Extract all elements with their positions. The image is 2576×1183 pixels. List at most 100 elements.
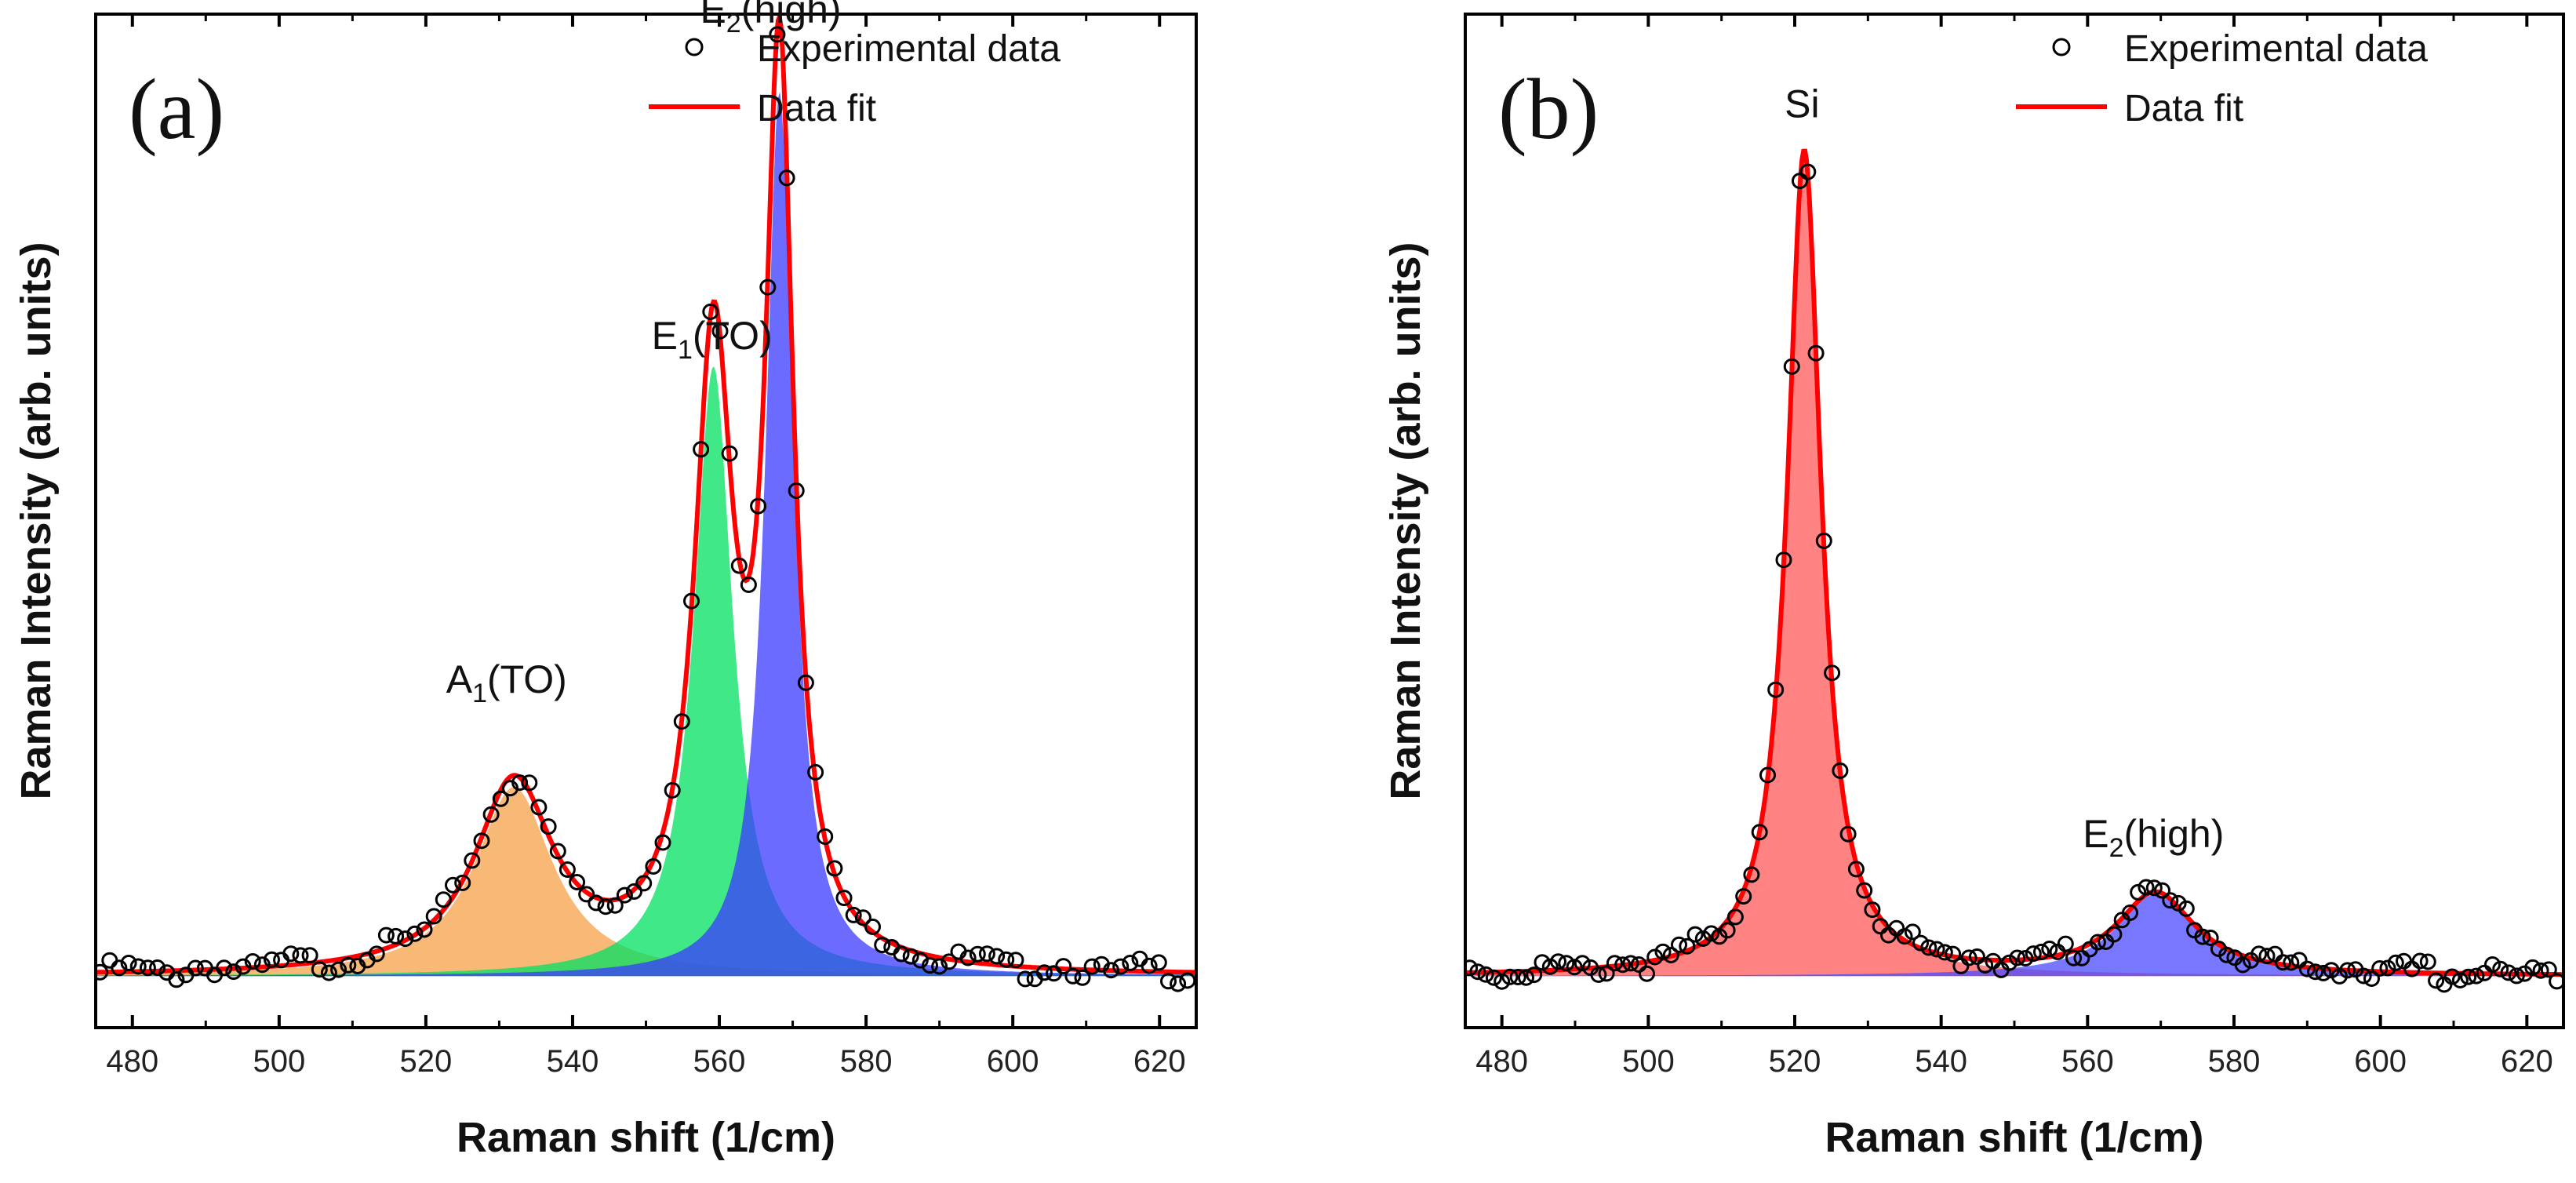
data-point [2283,954,2300,971]
data-point [1872,918,1889,935]
data-point [2234,956,2251,974]
data-point [1832,762,1849,779]
x-tick-label: 580 [2208,1044,2261,1079]
data-point [473,832,490,850]
data-point [2057,935,2074,952]
data-point [482,806,500,823]
data-point [1566,959,1583,976]
data-point [1792,173,1808,190]
data-point [683,592,700,610]
data-point [1743,866,1760,883]
x-tick-label: 600 [987,1044,1039,1079]
data-point [2145,879,2163,897]
legend-label: Data fit [757,88,876,129]
data-point [588,894,605,912]
data-point [2363,970,2380,987]
peak-label: E2(high) [2083,812,2224,863]
data-point [1485,969,1502,986]
data-point [139,959,156,977]
data-point [1083,958,1101,975]
data-point [2065,949,2083,966]
data-point [969,945,986,963]
data-point [2089,934,2106,951]
data-point [740,576,757,593]
peak-label: A1(TO) [446,657,567,708]
data-point [2387,954,2404,971]
x-tick-label: 500 [1622,1044,1675,1079]
data-point [1775,551,1792,569]
data-point [1550,953,1566,970]
data-point [2411,952,2429,970]
data-point [1703,925,1720,942]
data-point [454,874,471,891]
data-point [1904,923,1921,941]
data-point [2315,964,2332,981]
data-point [2162,892,2179,909]
data-point [1735,888,1752,905]
data-point [2033,943,2050,960]
data-point [1590,966,1607,983]
data-point [2443,968,2461,985]
data-point [2009,949,2026,966]
data-point [1864,901,1881,919]
x-tick-label: 580 [840,1044,893,1079]
legend-marker-data [2052,38,2071,56]
data-point [1815,532,1832,549]
data-point [2428,972,2445,989]
legend-marker-data [685,38,704,56]
data-point [2138,879,2155,896]
x-tick-label: 620 [1133,1044,1186,1079]
data-point [225,963,242,981]
data-point [845,906,862,923]
data-point [2307,963,2324,981]
plot-area [1465,148,2563,993]
peak-label: E1(TO) [652,314,773,365]
data-point [721,445,738,462]
data-point [2130,883,2147,901]
data-point [1719,922,1736,939]
data-point [711,322,729,340]
data-point [1751,824,1768,841]
data-point [320,964,337,981]
data-point [1936,944,1953,961]
data-point [1074,969,1091,986]
data-point [244,953,261,970]
data-point [1179,972,1196,989]
data-point [1518,969,1534,986]
x-tick-label: 520 [400,1044,453,1079]
data-point [377,926,395,944]
data-point [129,958,147,975]
data-point [330,961,347,978]
data-point [1639,965,1655,982]
data-point [1534,954,1551,971]
data-point [2122,905,2138,921]
data-point [1912,934,1929,952]
x-axis-title: Raman shift (1/cm) [1825,1114,2203,1161]
data-point [922,957,938,974]
data-point [673,713,690,730]
data-point [569,874,586,890]
data-point [702,303,719,320]
chart-panel-a: 480 500 520 540 560 580 600 620 Raman shift (1/c… [13,0,1198,1161]
data-point [1017,970,1034,988]
data-point [730,557,748,574]
data-point [540,818,557,835]
data-point [521,774,538,792]
data-point [1574,955,1591,972]
data-point [911,952,929,969]
data-point [998,951,1015,968]
data-point [2460,968,2477,985]
data-point [635,875,653,892]
data-point [1160,973,1177,990]
data-point [2194,928,2211,945]
data-point [626,883,642,900]
legend-label: Data fit [2124,88,2243,129]
data-point [368,945,385,963]
data-point [1679,937,1696,955]
x-tick-label: 620 [2501,1044,2553,1079]
data-point [597,898,614,915]
data-point [2105,926,2123,943]
data-point [693,441,710,458]
data-point [2484,956,2501,973]
